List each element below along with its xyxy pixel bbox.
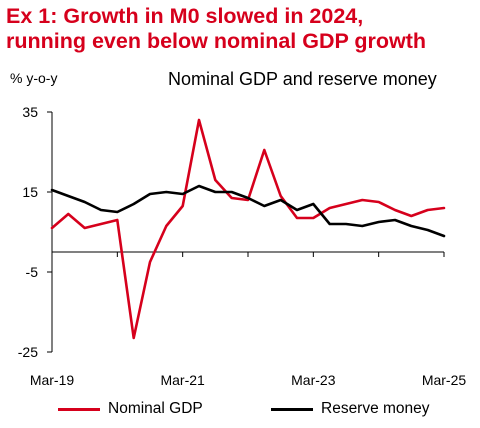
y-tick-label: -5 (26, 264, 39, 280)
series-line-reserve-money (50, 184, 446, 238)
legend-swatch-reserve-money (271, 407, 313, 411)
y-tick-label: -25 (18, 344, 38, 360)
y-tick-label: 15 (22, 184, 38, 200)
series-line-nominal-gdp (50, 118, 446, 340)
x-tick-label: Mar-23 (291, 372, 336, 388)
x-tick-label: Mar-21 (160, 372, 205, 388)
y-axis-unit-label: % y-o-y (10, 70, 58, 86)
legend-label-reserve-money: Reserve money (321, 400, 430, 417)
chart-legend: Nominal GDP Reserve money (0, 396, 480, 422)
y-tick-label: 35 (22, 104, 38, 120)
x-tick-label: Mar-19 (30, 372, 75, 388)
legend-swatch-nominal-gdp (58, 407, 100, 411)
chart-series (50, 118, 446, 340)
x-tick-labels: Mar-19 Mar-21 Mar-23 Mar-25 (30, 372, 467, 388)
legend-item-nominal-gdp: Nominal GDP (58, 396, 203, 422)
line-chart: 35 15 -5 -25 Mar-19 Mar-21 Mar-23 Mar-25 (18, 104, 467, 388)
title-line-1: Ex 1: Growth in M0 slowed in 2024, (6, 4, 364, 28)
chart-subtitle: Nominal GDP and reserve money (168, 69, 437, 89)
x-tick-label: Mar-25 (422, 372, 467, 388)
legend-item-reserve-money: Reserve money (271, 396, 430, 422)
title-line-2: running even below nominal GDP growth (6, 29, 427, 53)
legend-label-nominal-gdp: Nominal GDP (108, 400, 203, 417)
chart-axes (47, 111, 445, 353)
y-tick-labels: 35 15 -5 -25 (18, 104, 38, 360)
chart-title-block: Ex 1: Growth in M0 slowed in 2024, runni… (6, 4, 476, 54)
